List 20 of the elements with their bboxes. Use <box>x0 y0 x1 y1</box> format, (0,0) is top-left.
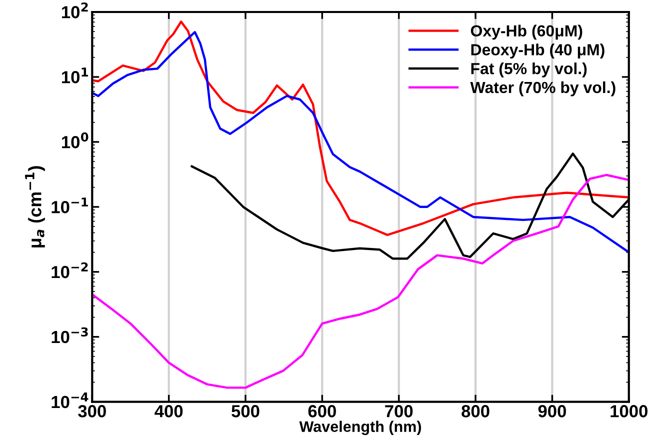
legend-label: Oxy-Hb (60μM) <box>470 24 582 40</box>
y-axis-title: μ$_{a}$ (cm$^{−1}$) <box>25 166 45 248</box>
y-tick-label: 10$^{−2}$ <box>52 262 88 278</box>
x-tick-label: 900 <box>538 405 566 418</box>
x-tick-label: 1000 <box>610 405 648 418</box>
x-tick-label: 400 <box>154 405 183 418</box>
legend-label: Fat (5% by vol.) <box>471 62 587 78</box>
line-series <box>92 174 629 389</box>
x-tick-label: 800 <box>462 405 490 418</box>
x-axis-title: Wavelength (nm) <box>299 420 422 436</box>
x-tick-label: 600 <box>308 405 336 418</box>
y-tick-label: 10$^{2}$ <box>62 2 88 18</box>
y-tick-label: 10$^{−3}$ <box>52 327 88 344</box>
y-tick-label: 10$^{0}$ <box>62 132 88 148</box>
x-tick-label: 700 <box>385 405 413 418</box>
legend-label: Water (70% by vol.) <box>470 81 616 96</box>
legend-label: Deoxy-Hb (40 μM) <box>471 44 604 59</box>
y-tick-label: 10$^{−1}$ <box>52 198 88 214</box>
y-tick-label: 10$^{1}$ <box>62 68 88 84</box>
x-tick-label: 500 <box>232 405 260 418</box>
